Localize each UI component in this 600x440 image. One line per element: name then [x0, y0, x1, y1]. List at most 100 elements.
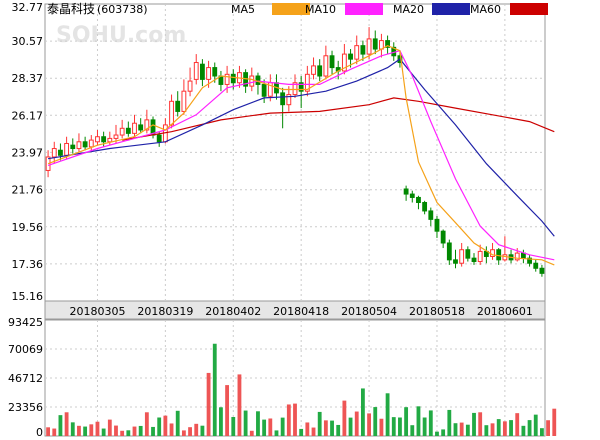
candle-body [286, 94, 292, 106]
volume-bar [305, 422, 310, 436]
candle-body [514, 252, 520, 261]
candle-body [372, 38, 378, 50]
candle-body [465, 249, 471, 259]
volume-bar [280, 417, 285, 436]
candle-body [385, 40, 391, 48]
candle-body [446, 242, 452, 261]
volume-bar [175, 410, 180, 436]
volume-bar [509, 420, 513, 436]
volume-bar [360, 388, 365, 436]
price-tick-label: 17.36 [12, 258, 44, 271]
volume-bar [428, 410, 433, 436]
volume-bar [490, 423, 495, 436]
volume-bar [89, 424, 94, 436]
volume-bar [398, 417, 402, 436]
volume-bar [521, 425, 526, 436]
candle-body [132, 122, 137, 134]
price-tick-label: 30.57 [12, 35, 44, 48]
candle-body [341, 53, 347, 72]
candle-body [323, 55, 329, 77]
candle-body [82, 141, 88, 148]
volume-bar [101, 428, 106, 436]
candle-body [193, 62, 199, 80]
volume-bar [465, 424, 470, 436]
volume-bar [354, 411, 359, 436]
volume-bar [422, 417, 427, 436]
candle-body [453, 259, 458, 264]
price-tick-label: 26.17 [12, 109, 44, 122]
candle-body [138, 124, 144, 131]
price-tick-label: 32.77 [12, 1, 44, 14]
volume-bar [410, 425, 415, 436]
volume-bar [453, 423, 458, 436]
candle-body [206, 67, 211, 80]
volume-bar [181, 430, 186, 436]
volume-bar [58, 415, 63, 436]
volume-bar [299, 428, 304, 436]
candle-body [422, 202, 428, 212]
candle-body [224, 73, 230, 85]
date-axis-band [44, 300, 546, 320]
volume-tick-label: 23356 [8, 401, 43, 414]
ma20-line [48, 58, 555, 237]
volume-bar [169, 423, 174, 436]
candle-body [249, 75, 255, 87]
volume-bar [194, 423, 199, 436]
date-tick-label: 20180601 [477, 305, 533, 318]
volume-bar [447, 409, 452, 436]
volume-bar [552, 408, 557, 436]
volume-bar [83, 426, 88, 436]
volume-bar [52, 428, 57, 436]
candle-body [199, 63, 205, 80]
candle-body [539, 267, 545, 274]
candle-body [76, 141, 82, 150]
volume-bar [496, 419, 501, 436]
candle-body [471, 257, 477, 263]
volume-bar [268, 418, 273, 436]
volume-bar [527, 420, 532, 436]
candle-body [292, 82, 298, 96]
volume-bar [404, 407, 409, 436]
candle-body [88, 139, 94, 148]
candle-body [527, 257, 532, 264]
candle-body [64, 142, 70, 156]
volume-bar [317, 411, 322, 436]
candle-body [169, 100, 174, 126]
candle-body [113, 134, 119, 139]
candle-body [101, 136, 107, 143]
volume-bar [126, 430, 131, 436]
volume-bar [311, 427, 316, 436]
volume-tick-label: 93425 [8, 316, 43, 329]
volume-bar [107, 419, 112, 436]
volume-bar [237, 374, 242, 436]
candle-body [354, 45, 360, 60]
candle-body [416, 196, 421, 204]
volume-bar [435, 431, 439, 436]
legend-swatch-ma60 [510, 3, 548, 15]
volume-bar [212, 343, 217, 436]
date-tick-label: 20180305 [69, 305, 125, 318]
volume-bar [70, 422, 75, 436]
volume-bar [478, 412, 483, 436]
volume-bar [138, 425, 143, 436]
price-tick-label: 15.16 [12, 290, 44, 303]
candle-body [366, 38, 372, 55]
volume-bar [348, 417, 353, 436]
volume-bar [46, 427, 50, 436]
volume-bar [342, 400, 347, 436]
volume-bar [502, 421, 507, 436]
candle-body [348, 53, 353, 60]
candle-body [212, 67, 218, 77]
date-tick-label: 20180518 [409, 305, 465, 318]
candle-body [51, 148, 57, 158]
candle-body [280, 92, 286, 106]
candle-body [119, 127, 125, 136]
volume-bar [546, 420, 550, 436]
candle-body [409, 193, 415, 198]
candle-body [107, 137, 113, 143]
volume-bar [293, 403, 297, 436]
price-tick-label: 19.56 [12, 221, 44, 234]
legend-label-ma5: MA5 [231, 3, 255, 16]
volume-bar [323, 420, 328, 436]
